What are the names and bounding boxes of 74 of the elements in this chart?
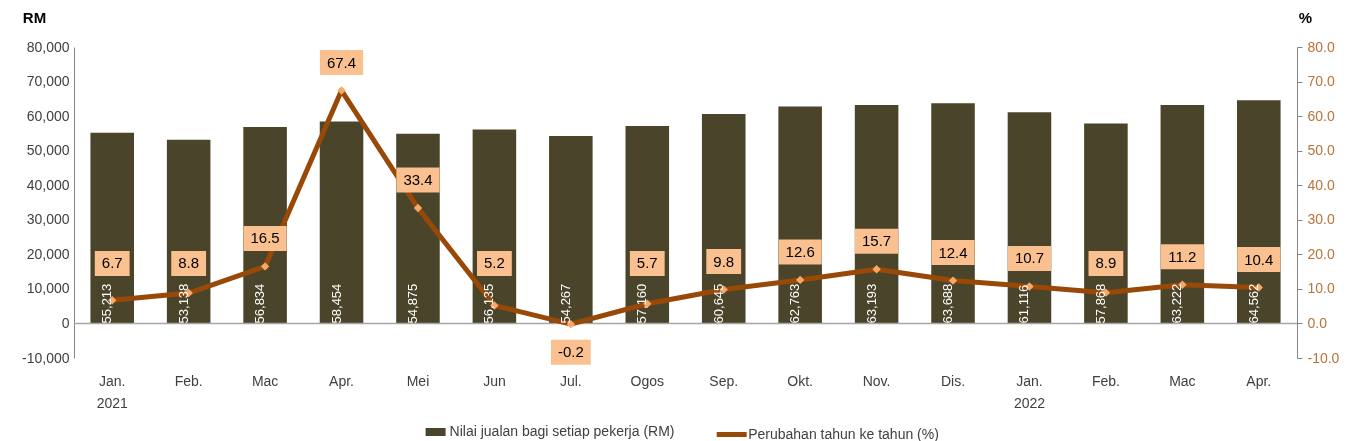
data-label: 9.8	[713, 252, 735, 270]
data-label: 56,834	[252, 283, 268, 324]
x-tick-label: Okt.	[787, 372, 813, 389]
data-label: 55,213	[99, 283, 115, 324]
y2-tick-label: 0.0	[1307, 314, 1328, 331]
y2-tick-label: 80.0	[1307, 38, 1335, 55]
x-tick-label: Mac	[1169, 372, 1196, 389]
y2-axis-title: %	[1298, 8, 1313, 26]
data-label: 10.7	[1014, 249, 1045, 267]
x-tick-label: Jan. 2022	[1013, 372, 1046, 411]
data-label: 60,645	[710, 283, 726, 324]
y-tick-label: 60,000	[26, 107, 70, 124]
y2-tick-label: 40.0	[1307, 176, 1335, 193]
data-label: -0.2	[557, 343, 584, 361]
data-label: 54,267	[557, 283, 573, 324]
data-label: 8.8	[178, 254, 200, 272]
data-label: 67.4	[326, 53, 357, 71]
y-tick-label: 70,000	[26, 73, 70, 90]
data-label: 33.4	[403, 171, 433, 189]
data-label: 5.7	[636, 254, 658, 272]
y-tick-label: 50,000	[26, 142, 70, 159]
y2-tick-label: 10.0	[1307, 280, 1335, 297]
data-label: 5.2	[483, 254, 505, 272]
y2-tick-label: 30.0	[1307, 211, 1335, 228]
x-tick-label: Jun	[483, 372, 506, 389]
x-tick-label: Sep.	[709, 372, 739, 389]
y2-tick-label: 70.0	[1307, 73, 1335, 90]
data-label: 10.4	[1244, 250, 1274, 268]
bar	[319, 121, 364, 324]
data-label: 63,222	[1169, 283, 1185, 324]
data-label: 54,875	[404, 283, 420, 324]
x-tick-label: Apr.	[1246, 372, 1272, 389]
x-tick-label: Mei	[406, 372, 430, 389]
y-tick-label: 20,000	[26, 245, 70, 262]
x-tick-label: Mac	[251, 372, 279, 389]
y-tick-label: 10,000	[26, 280, 70, 297]
data-label: 63,193	[863, 283, 879, 324]
x-tick-label: Apr.	[329, 372, 354, 389]
data-label: 15.7	[861, 232, 892, 250]
x-tick-label: Feb.	[1091, 372, 1120, 389]
y-axis-title: RM	[22, 8, 47, 26]
legend-label: Perubahan tahun ke tahun (%)	[748, 425, 939, 441]
data-label: 57,868	[1092, 283, 1108, 324]
x-tick-label: Jul.	[559, 372, 582, 389]
data-label: 12.6	[785, 242, 815, 260]
x-tick-label: Dis.	[940, 372, 966, 389]
y2-tick-label: -10.0	[1307, 349, 1340, 366]
data-label: 16.5	[250, 229, 280, 247]
data-label: 62,763	[787, 283, 803, 324]
data-label: 6.7	[101, 254, 123, 272]
legend-label: Nilai jualan bagi setiap pekerja (RM)	[449, 423, 675, 439]
data-label: 64,562	[1245, 283, 1261, 324]
y-tick-label: 40,000	[26, 176, 70, 193]
y-tick-label: -10,000	[22, 349, 70, 366]
bar	[549, 135, 593, 324]
data-label: 56,135	[481, 283, 497, 324]
y-tick-label: 0	[61, 314, 70, 331]
y2-tick-label: 60.0	[1307, 107, 1335, 124]
y2-tick-label: 50.0	[1307, 142, 1335, 159]
data-label: 61,116	[1016, 284, 1032, 324]
x-tick-label: Jan. 2021	[96, 372, 128, 411]
x-tick-label: Nov.	[862, 372, 891, 389]
y2-tick-label: 20.0	[1307, 245, 1335, 262]
data-label: 8.9	[1095, 254, 1117, 272]
data-label: 12.4	[938, 243, 968, 261]
data-label: 58,454	[328, 283, 344, 324]
data-label: 53,138	[175, 283, 191, 324]
data-label: 57,160	[634, 283, 650, 324]
data-label: 63,688	[940, 283, 956, 324]
x-tick-label: Ogos	[630, 372, 665, 389]
x-tick-label: Feb.	[174, 372, 203, 389]
y-tick-label: 80,000	[26, 38, 70, 55]
y-tick-label: 30,000	[26, 211, 70, 228]
data-label: 11.2	[1168, 247, 1197, 265]
